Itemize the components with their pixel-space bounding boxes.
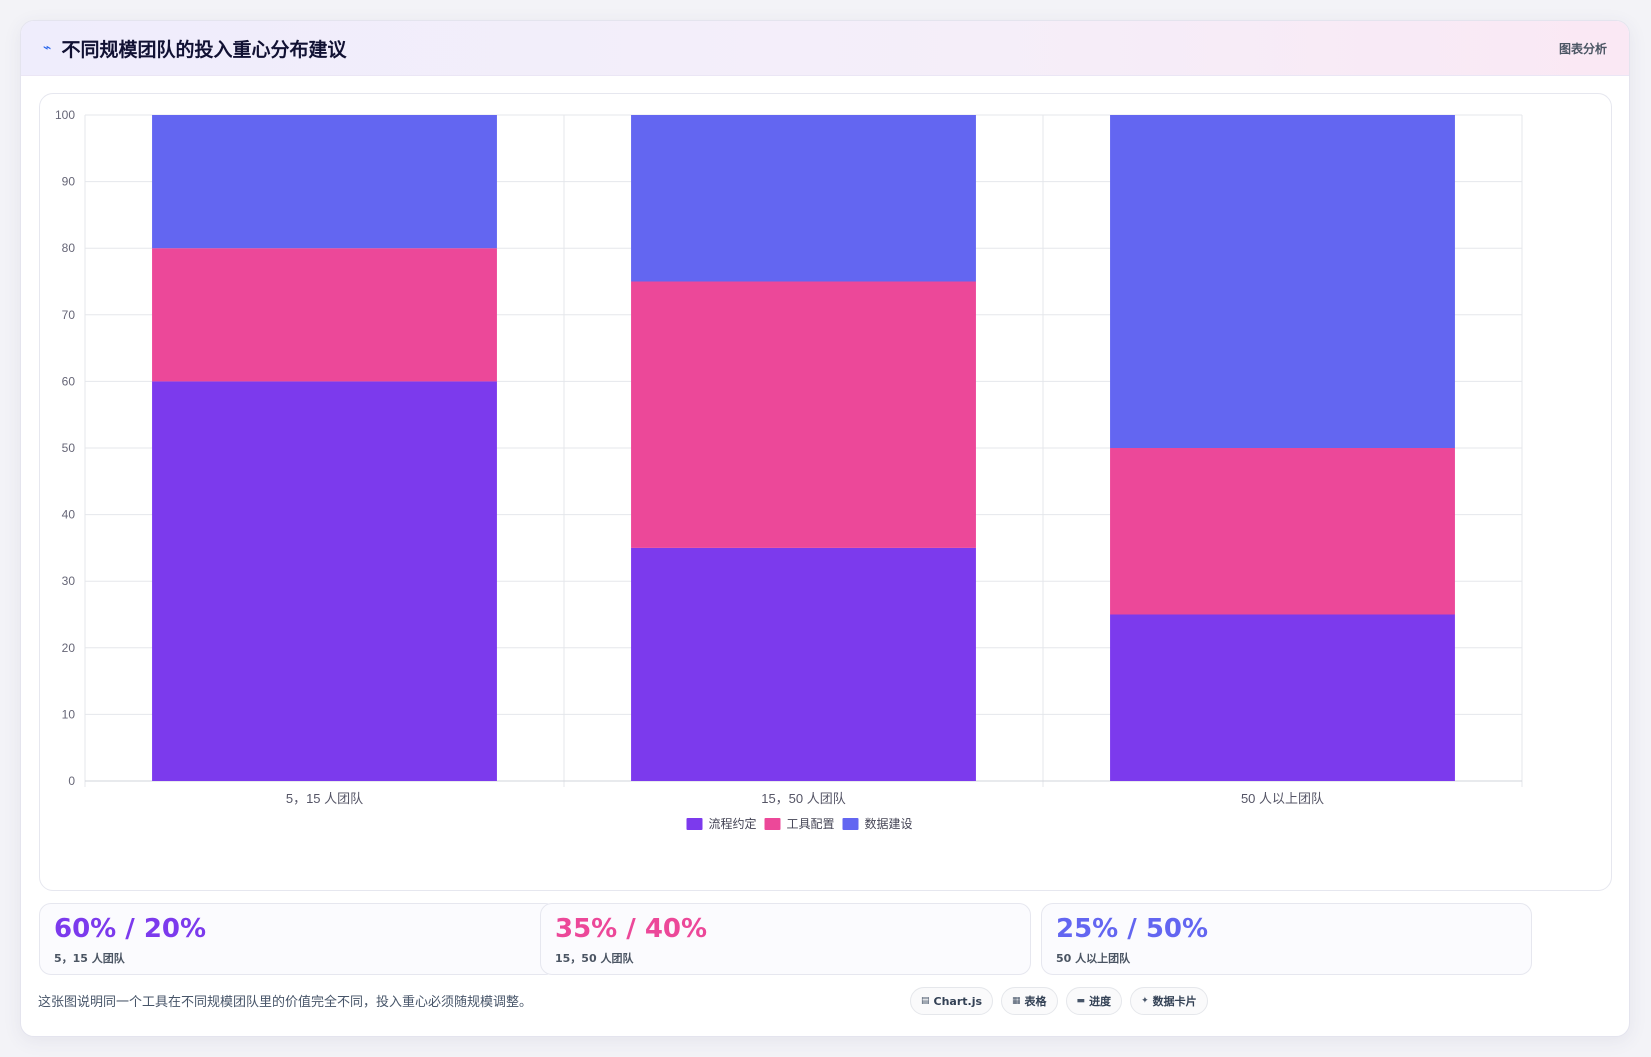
chart-card: ⌁ 不同规模团队的投入重心分布建议 图表分析 0 10 20 30 40 50 60 70 80… [20, 20, 1630, 1037]
chip-label: 表格 [1024, 995, 1047, 1008]
y-tick-label: 90 [62, 175, 76, 189]
stat-value: 35% / 40% [555, 914, 708, 944]
chip-data-card[interactable]: ✦ 数据卡片 [1130, 987, 1208, 1015]
chip-label: 数据卡片 [1152, 995, 1197, 1008]
title-wrap: ⌁ 不同规模团队的投入重心分布建议 [43, 35, 346, 62]
y-tick-label: 80 [62, 241, 76, 255]
legend-label: 工具配置 [787, 817, 835, 831]
stacked-bar-chart: 0 10 20 30 40 50 60 70 80 90 100 5，15 人团队 15，50 人团队 5… [55, 108, 1523, 831]
y-tick-label: 0 [68, 774, 75, 788]
legend-swatch [842, 818, 859, 830]
footer-note: 这张图说明同一个工具在不同规模团队里的价值完全不同，投入重心必须随规模调整。 [38, 995, 533, 1010]
chip-chartjs[interactable]: ▤ Chart.js [910, 987, 994, 1015]
y-tick-label: 100 [55, 108, 75, 122]
legend-swatch [764, 818, 781, 830]
y-tick-label: 30 [62, 574, 76, 588]
y-tick-label: 20 [62, 641, 76, 655]
bar-segment [152, 248, 497, 382]
sparkle-icon: ✦ [1141, 996, 1149, 1006]
y-tick-label: 50 [62, 441, 76, 455]
bar-segment [1110, 614, 1455, 781]
page-title: 不同规模团队的投入重心分布建议 [61, 38, 347, 61]
chart-icon: ▤ [921, 996, 930, 1006]
bar-segment [152, 381, 497, 781]
table-icon: ▦ [1012, 996, 1021, 1006]
stat-card-large: 25% / 50% 50 人以上团队 [1041, 903, 1532, 975]
stat-label: 50 人以上团队 [1056, 952, 1131, 965]
legend-swatch [686, 818, 703, 830]
stat-value: 25% / 50% [1056, 914, 1209, 944]
x-tick-label: 50 人以上团队 [1241, 791, 1324, 806]
stat-label: 5，15 人团队 [54, 952, 125, 965]
chip-label: Chart.js [933, 994, 983, 1008]
legend-label: 数据建设 [865, 816, 913, 831]
chip-row: ▤ Chart.js ▦ 表格 ▬ 进度 ✦ 数据卡片 [910, 987, 1208, 1015]
y-tick-label: 70 [62, 308, 76, 322]
chip-table[interactable]: ▦ 表格 [1001, 987, 1058, 1015]
chart-line-icon: ⌁ [43, 40, 52, 56]
bar-segment [1110, 448, 1455, 615]
bar-segment [631, 281, 976, 548]
y-tick-label: 10 [62, 707, 76, 721]
stat-value: 60% / 20% [54, 914, 207, 944]
chip-label: 进度 [1089, 995, 1112, 1008]
stats-row: 60% / 20% 5，15 人团队 35% / 40% 15，50 人团队 2… [39, 903, 1612, 975]
chart-panel: 0 10 20 30 40 50 60 70 80 90 100 5，15 人团队 15，50 人团队 5… [39, 93, 1612, 891]
card-header: ⌁ 不同规模团队的投入重心分布建议 图表分析 [21, 21, 1629, 76]
bar-segment [631, 115, 976, 282]
x-tick-label: 15，50 人团队 [761, 791, 846, 806]
bar-segment [631, 547, 976, 781]
bar-segment [152, 115, 497, 249]
chip-progress[interactable]: ▬ 进度 [1065, 987, 1123, 1015]
stat-label: 15，50 人团队 [555, 952, 634, 965]
progress-icon: ▬ [1076, 996, 1086, 1006]
stat-card-small: 60% / 20% 5，15 人团队 [39, 903, 557, 975]
header-tag: 图表分析 [1558, 41, 1607, 56]
bar-segment [1110, 115, 1455, 448]
y-tick-label: 40 [62, 508, 76, 522]
stat-card-medium: 35% / 40% 15，50 人团队 [540, 903, 1031, 975]
x-tick-label: 5，15 人团队 [286, 791, 363, 806]
y-tick-label: 60 [62, 374, 76, 388]
legend-label: 流程约定 [709, 816, 757, 831]
